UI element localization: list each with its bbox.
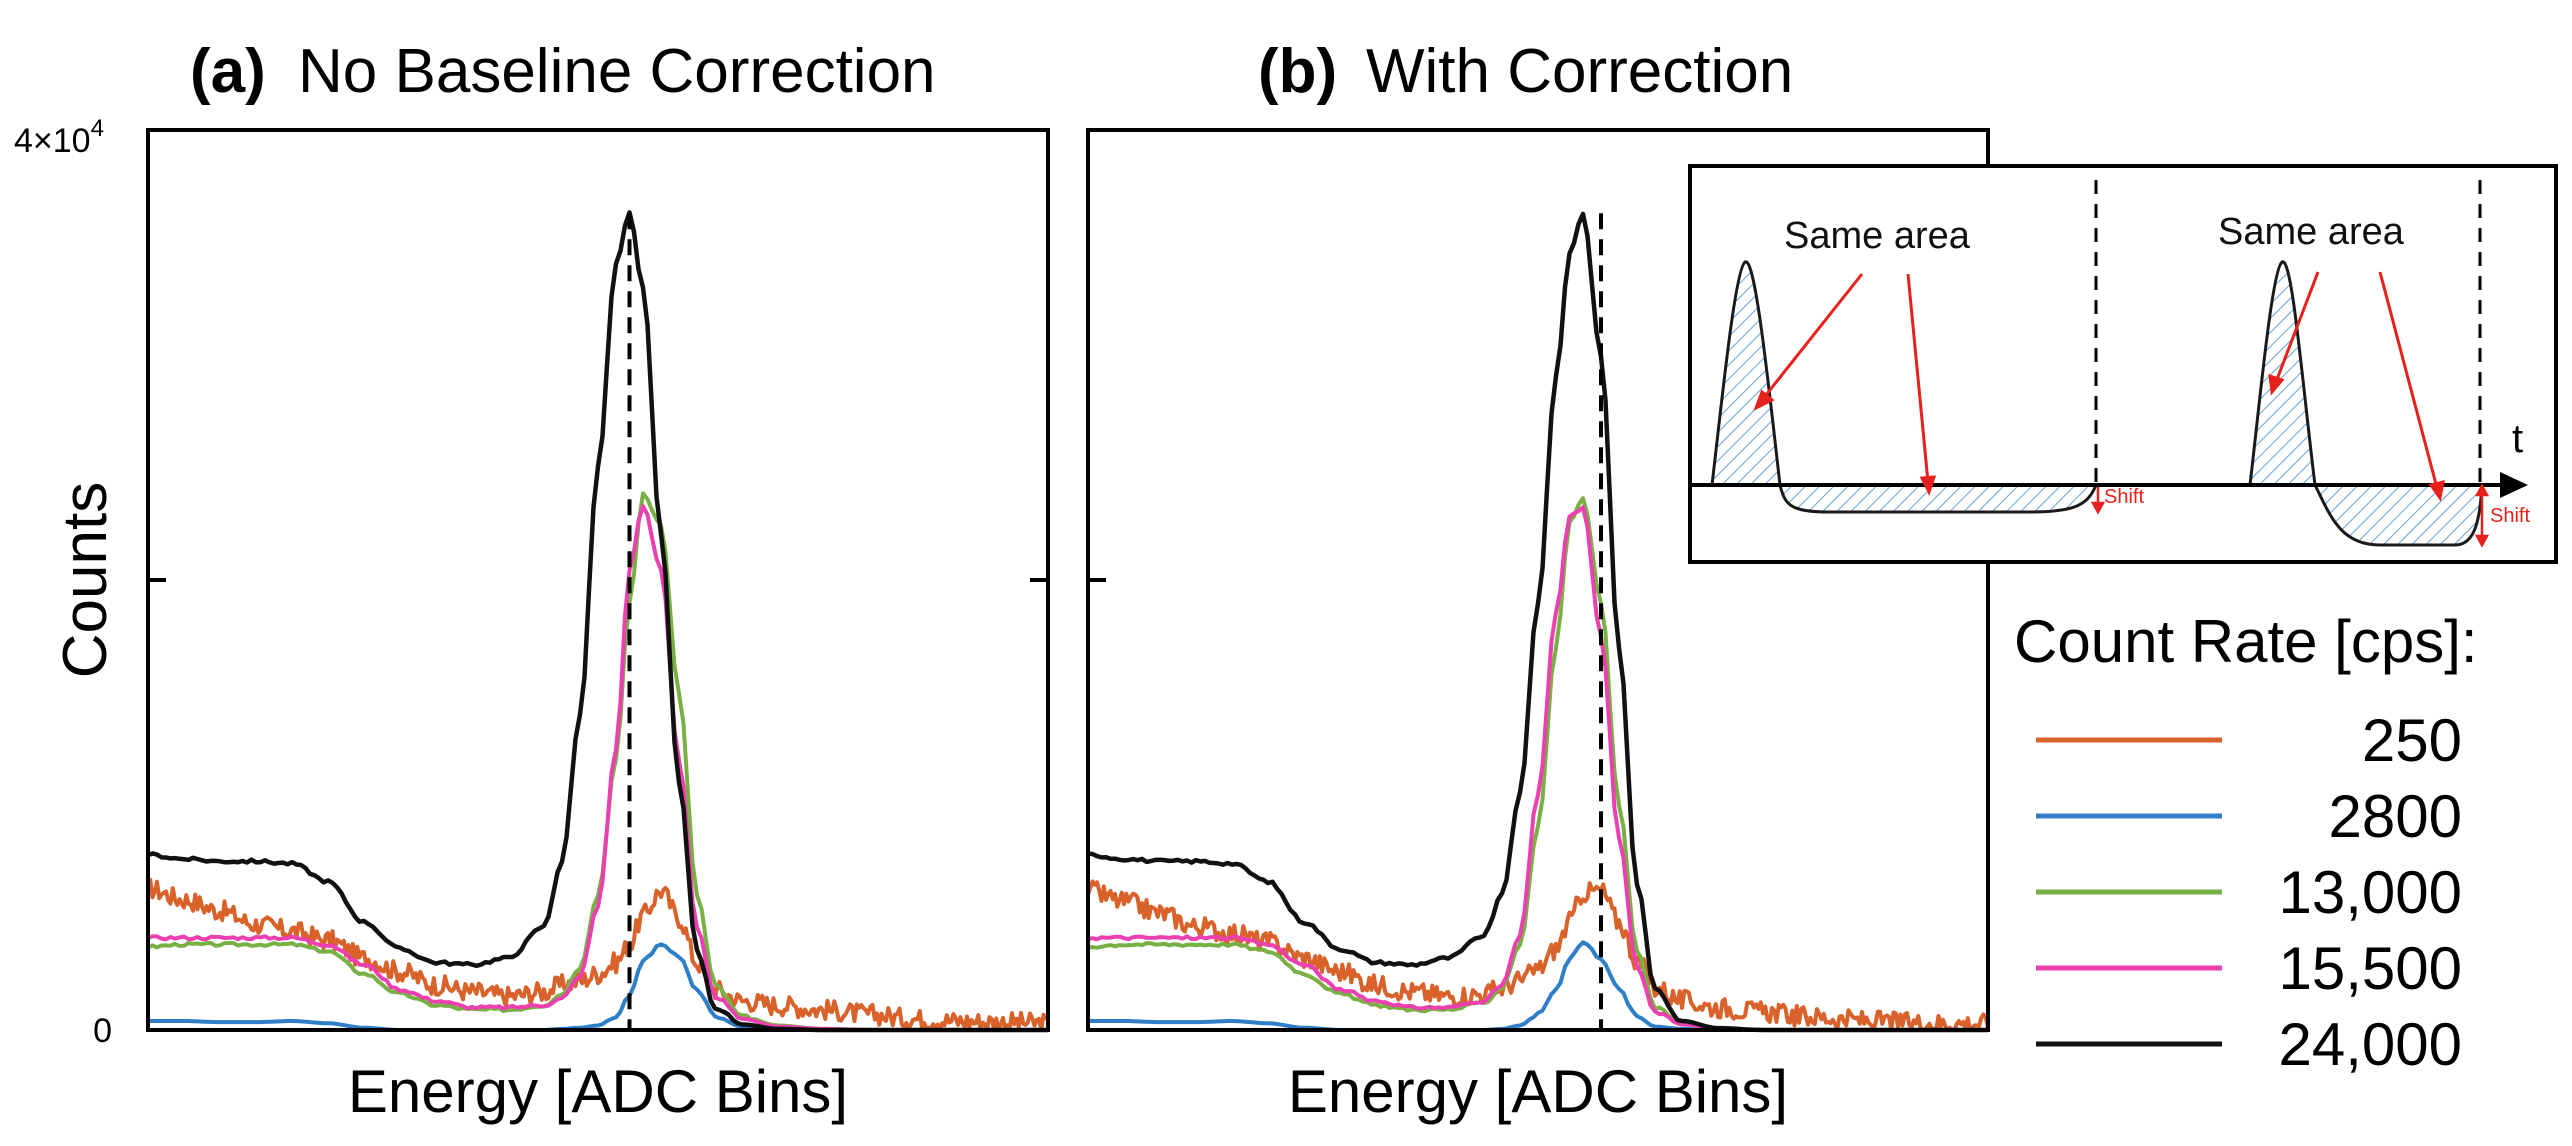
series-line-b-15500 (1087, 505, 1988, 1032)
inset-shift-right (2474, 483, 2490, 548)
inset-arrowhead-right-pulse (2268, 373, 2285, 396)
inset-pulse-right-area (2250, 261, 2315, 485)
inset-label-right: Same area (2218, 211, 2405, 253)
inset-axis-label: t (2512, 417, 2523, 461)
legend-label-24000: 24,000 (2278, 1011, 2462, 1078)
series-line-b-250 (1086, 879, 1990, 1032)
legend-label-2800: 2800 (2329, 783, 2462, 850)
inset-arrow-left-undershoot (1906, 273, 1930, 483)
series-line-a-15500 (147, 504, 1048, 1032)
inset-arrow-left-pulse (1760, 273, 1864, 401)
ytick-zero-label: 0 (93, 1012, 112, 1050)
series-line-a-13000 (147, 491, 1048, 1032)
inset-arrowhead-right-undershoot (2428, 479, 2445, 502)
inset-shift-right-arrowhead-bottom (2474, 534, 2490, 548)
plot-area-a (147, 210, 1050, 1033)
ytick-top-label: 4×104 (14, 115, 104, 160)
panel-b: (b) With Correction Energy [ADC Bins] (1086, 37, 1990, 1125)
inset-arrow-right-undershoot (2378, 271, 2439, 489)
series-line-a-250 (147, 877, 1050, 1032)
legend: Count Rate [cps]: 250 2800 13,000 15,500 24,… (2014, 608, 2478, 1078)
inset-shift-left (2090, 487, 2106, 515)
inset-label-left: Same area (1784, 215, 1971, 257)
legend-label-250: 250 (2362, 707, 2462, 774)
series-line-b-13000 (1087, 496, 1988, 1032)
inset-annotation-arrows (1753, 271, 2445, 502)
xlabel-a: Energy [ADC Bins] (348, 1058, 848, 1125)
legend-title: Count Rate [cps]: (2014, 608, 2478, 675)
inset-shift-label-left: Shift (2104, 486, 2144, 508)
panel-a-label: (a) (190, 37, 266, 106)
panel-b-label: (b) (1258, 37, 1337, 106)
legend-label-15500: 15,500 (2278, 935, 2462, 1002)
ytick-top-mantissa: 4×10 (14, 122, 91, 160)
legend-entries: 250 2800 13,000 15,500 24,000 (2036, 707, 2462, 1078)
series-line-a-2800 (148, 942, 1048, 1032)
inset-arrow-right-pulse (2274, 271, 2320, 383)
inset-arrowhead-left-undershoot (1919, 475, 1937, 496)
inset-shift-left-arrowhead (2090, 501, 2106, 515)
inset-shift-label-right: Shift (2490, 505, 2530, 527)
inset-shift-right-arrowhead-top (2474, 483, 2490, 497)
inset-time-axis-arrowhead (2500, 472, 2528, 498)
ytick-top-exponent: 4 (91, 115, 104, 142)
inset-undershoot-left-area (1780, 485, 2096, 512)
ylabel: Counts (51, 482, 120, 678)
panel-a-title: No Baseline Correction (298, 37, 936, 106)
xlabel-b: Energy [ADC Bins] (1288, 1058, 1788, 1125)
inset-pulse-left-area (1712, 261, 1780, 485)
panel-a: (a) No Baseline Correction Counts 4×104 … (14, 37, 1050, 1125)
inset-schematic: t Same area Same area Shift Shift (1688, 164, 2558, 564)
inset-arrowhead-left-pulse (1753, 389, 1775, 412)
legend-label-13000: 13,000 (2278, 859, 2462, 926)
panel-b-title: With Correction (1366, 37, 1793, 106)
